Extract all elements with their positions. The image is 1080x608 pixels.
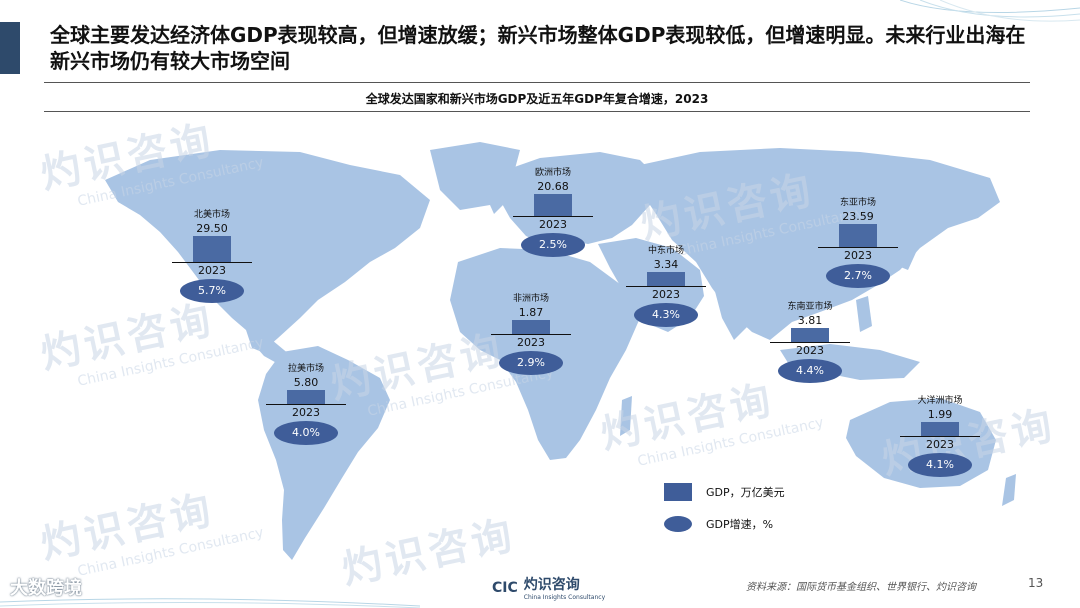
region-middle-east: 中东市场 3.34 2023 4.3%: [616, 244, 716, 327]
page-number: 13: [1028, 576, 1044, 590]
region-name: 大洋洲市场: [917, 396, 963, 406]
gdp-value: 1.87: [518, 306, 544, 319]
map-uk: [486, 188, 504, 214]
growth-ellipse: 4.3%: [634, 303, 698, 327]
year-label: 2023: [198, 264, 226, 277]
gdp-value: 20.68: [537, 180, 569, 193]
year-label: 2023: [796, 344, 824, 357]
page-title: 全球主要发达经济体GDP表现较高，但增速放缓；新兴市场整体GDP表现较低，但增速…: [50, 23, 1026, 73]
gdp-bar: [512, 320, 550, 334]
map-madagascar: [620, 396, 632, 436]
growth-ellipse: 4.1%: [908, 453, 972, 477]
map-india: [712, 276, 760, 340]
cic-logo-subtext: China Insights Consultancy: [523, 594, 606, 601]
growth-ellipse: 5.7%: [180, 279, 244, 303]
gdp-bar: [839, 224, 877, 247]
title-divider: [44, 82, 1030, 83]
bar-baseline: [770, 342, 850, 343]
growth-ellipse: 2.5%: [521, 233, 585, 257]
year-label: 2023: [517, 336, 545, 349]
legend-label-growth: GDP增速，%: [706, 518, 774, 531]
bar-baseline: [513, 216, 593, 217]
title-accent-bar: [0, 22, 20, 74]
map-europe: [500, 152, 660, 245]
year-label: 2023: [292, 406, 320, 419]
legend: GDP，万亿美元 GDP增速，%: [664, 476, 785, 540]
region-name: 中东市场: [647, 246, 684, 256]
map-philippines: [856, 296, 872, 332]
region-name: 北美市场: [193, 210, 230, 220]
region-name: 东南亚市场: [787, 302, 833, 312]
region-east-asia: 东亚市场 23.59 2023 2.7%: [808, 196, 908, 288]
region-latin-america: 拉美市场 5.80 2023 4.0%: [256, 362, 356, 445]
bar-baseline: [491, 334, 571, 335]
growth-ellipse: 4.4%: [778, 359, 842, 383]
gdp-bar: [791, 328, 829, 342]
legend-item-gdp: GDP，万亿美元: [664, 476, 785, 508]
chart-subtitle: 全球发达国家和新兴市场GDP及近五年GDP年复合增速，2023: [365, 92, 709, 106]
year-label: 2023: [652, 288, 680, 301]
cic-logo-mark: CIC: [492, 579, 518, 596]
wechat-brand-logo: 大数跨境: [10, 578, 82, 599]
bar-baseline: [266, 404, 346, 405]
map-japan: [898, 224, 918, 270]
gdp-value: 3.34: [653, 258, 679, 271]
source-note: 资料来源：国际货币基金组织、世界银行、灼识咨询: [746, 582, 976, 593]
corner-wave-decoration: [900, 0, 1080, 22]
gdp-bar: [193, 236, 231, 262]
year-label: 2023: [844, 249, 872, 262]
region-southeast-asia: 东南亚市场 3.81 2023 4.4%: [760, 300, 860, 383]
legend-ellipse-swatch: [664, 516, 692, 532]
bar-baseline: [626, 286, 706, 287]
region-north-america: 北美市场 29.50 2023 5.7%: [162, 208, 262, 303]
subtitle-divider: [44, 111, 1030, 112]
gdp-value: 1.99: [927, 408, 953, 421]
gdp-bar: [287, 390, 325, 404]
region-africa: 非洲市场 1.87 2023 2.9%: [481, 292, 581, 375]
gdp-value: 23.59: [842, 210, 874, 223]
growth-ellipse: 4.0%: [274, 421, 338, 445]
map-north-america: [105, 150, 430, 352]
region-name: 欧洲市场: [534, 168, 571, 178]
bottom-wave-decoration: [0, 598, 420, 608]
bar-baseline: [818, 247, 898, 248]
gdp-value: 29.50: [196, 222, 228, 235]
region-name: 拉美市场: [287, 364, 324, 374]
growth-ellipse: 2.9%: [499, 351, 563, 375]
year-label: 2023: [539, 218, 567, 231]
region-oceania: 大洋洲市场 1.99 2023 4.1%: [890, 394, 990, 477]
bar-baseline: [900, 436, 980, 437]
gdp-bar: [534, 194, 572, 216]
gdp-bar: [647, 272, 685, 286]
region-name: 东亚市场: [839, 198, 876, 208]
region-europe: 欧洲市场 20.68 2023 2.5%: [503, 166, 603, 257]
legend-bar-swatch: [664, 483, 692, 501]
legend-item-growth: GDP增速，%: [664, 508, 785, 540]
year-label: 2023: [926, 438, 954, 451]
growth-ellipse: 2.7%: [826, 264, 890, 288]
region-name: 非洲市场: [512, 294, 549, 304]
gdp-value: 3.81: [797, 314, 823, 327]
cic-footer-logo: CIC 灼识咨询 China Insights Consultancy: [492, 574, 605, 601]
legend-label-gdp: GDP，万亿美元: [706, 486, 785, 499]
cic-logo-text: 灼识咨询: [523, 577, 580, 593]
gdp-bar: [921, 422, 959, 436]
bar-baseline: [172, 262, 252, 263]
map-new-zealand: [1002, 474, 1016, 506]
gdp-value: 5.80: [293, 376, 319, 389]
